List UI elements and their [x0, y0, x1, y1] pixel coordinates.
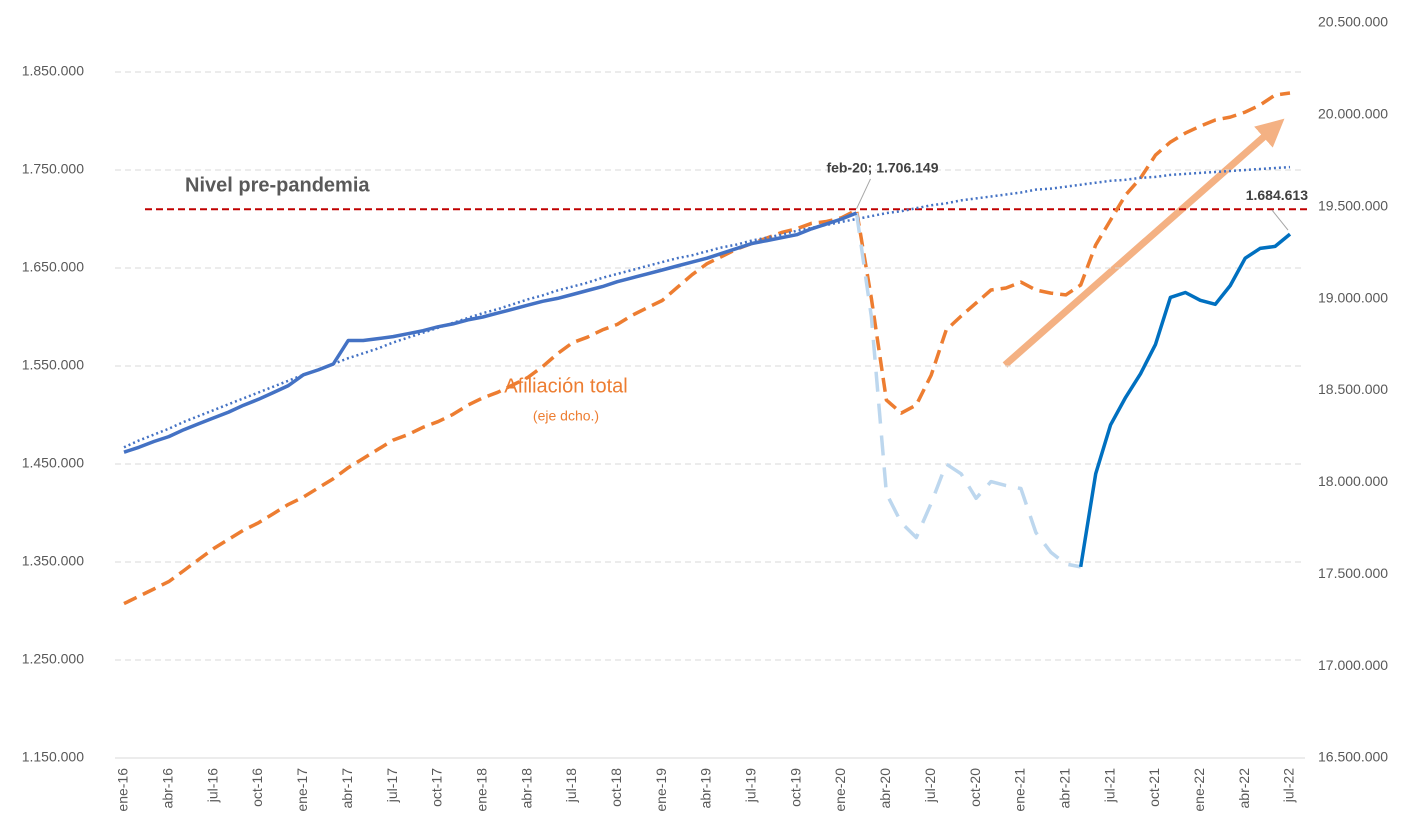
x-tick-label: jul-22 [1281, 768, 1297, 803]
series-line [123, 211, 858, 454]
y2-tick-label: 20.000.000 [1318, 106, 1388, 122]
y2-tick-label: 19.000.000 [1318, 289, 1388, 305]
leader-line [1271, 209, 1289, 231]
x-tick-label: oct-16 [249, 768, 265, 807]
annotation: Afiliación total [504, 375, 627, 397]
x-tick-label: ene-22 [1191, 768, 1207, 812]
x-tick-label: ene-17 [294, 768, 310, 812]
x-tick-label: ene-16 [115, 768, 131, 812]
reference-label: Nivel pre-pandemia [185, 174, 370, 196]
y2-tick-label: 17.500.000 [1318, 565, 1388, 581]
x-tick-label: jul-19 [743, 768, 759, 803]
x-tick-label: abr-22 [1236, 768, 1252, 809]
x-tick-label: jul-20 [922, 768, 938, 803]
x-tick-label: abr-16 [160, 768, 176, 809]
y-tick-label: 1.750.000 [22, 161, 84, 177]
trend-arrow [1002, 118, 1285, 368]
series-line [854, 212, 1082, 569]
y-tick-label: 1.550.000 [22, 357, 84, 373]
x-tick-label: ene-18 [473, 768, 489, 812]
x-tick-label: ene-21 [1012, 768, 1028, 812]
x-tick-label: abr-18 [518, 768, 534, 809]
x-tick-label: abr-19 [698, 768, 714, 809]
y-tick-label: 1.350.000 [22, 553, 84, 569]
data-label: feb-20; 1.706.149 [826, 160, 938, 176]
y-tick-label: 1.450.000 [22, 455, 84, 471]
x-tick-label: ene-19 [653, 768, 669, 812]
y-tick-label: 1.150.000 [22, 749, 84, 765]
y2-tick-label: 18.000.000 [1318, 473, 1388, 489]
series-line [1078, 232, 1292, 568]
x-tick-label: abr-20 [877, 768, 893, 809]
x-tick-label: abr-17 [339, 768, 355, 809]
x-tick-label: ene-20 [832, 768, 848, 812]
x-tick-label: oct-17 [429, 768, 445, 807]
y2-tick-label: 18.500.000 [1318, 381, 1388, 397]
annotation: (eje dcho.) [533, 408, 599, 424]
y2-tick-label: 16.500.000 [1318, 749, 1388, 765]
y2-tick-label: 20.500.000 [1318, 14, 1388, 30]
x-tick-label: oct-19 [787, 768, 803, 807]
y-tick-label: 1.850.000 [22, 63, 84, 79]
leader-line [856, 178, 871, 210]
data-label: 1.684.613 [1246, 187, 1308, 203]
series-line [123, 91, 1291, 606]
x-tick-label: jul-16 [204, 768, 220, 803]
y2-tick-label: 19.500.000 [1318, 197, 1388, 213]
x-tick-label: abr-21 [1056, 768, 1072, 809]
x-tick-label: oct-18 [608, 768, 624, 807]
series-line [123, 165, 1291, 449]
x-tick-label: oct-21 [1146, 768, 1162, 807]
x-tick-label: jul-18 [563, 768, 579, 803]
y2-tick-label: 17.000.000 [1318, 657, 1388, 673]
x-tick-label: oct-20 [967, 768, 983, 807]
y-tick-label: 1.250.000 [22, 651, 84, 667]
y-tick-label: 1.650.000 [22, 259, 84, 275]
x-tick-label: jul-17 [384, 768, 400, 803]
x-tick-label: jul-21 [1101, 768, 1117, 803]
